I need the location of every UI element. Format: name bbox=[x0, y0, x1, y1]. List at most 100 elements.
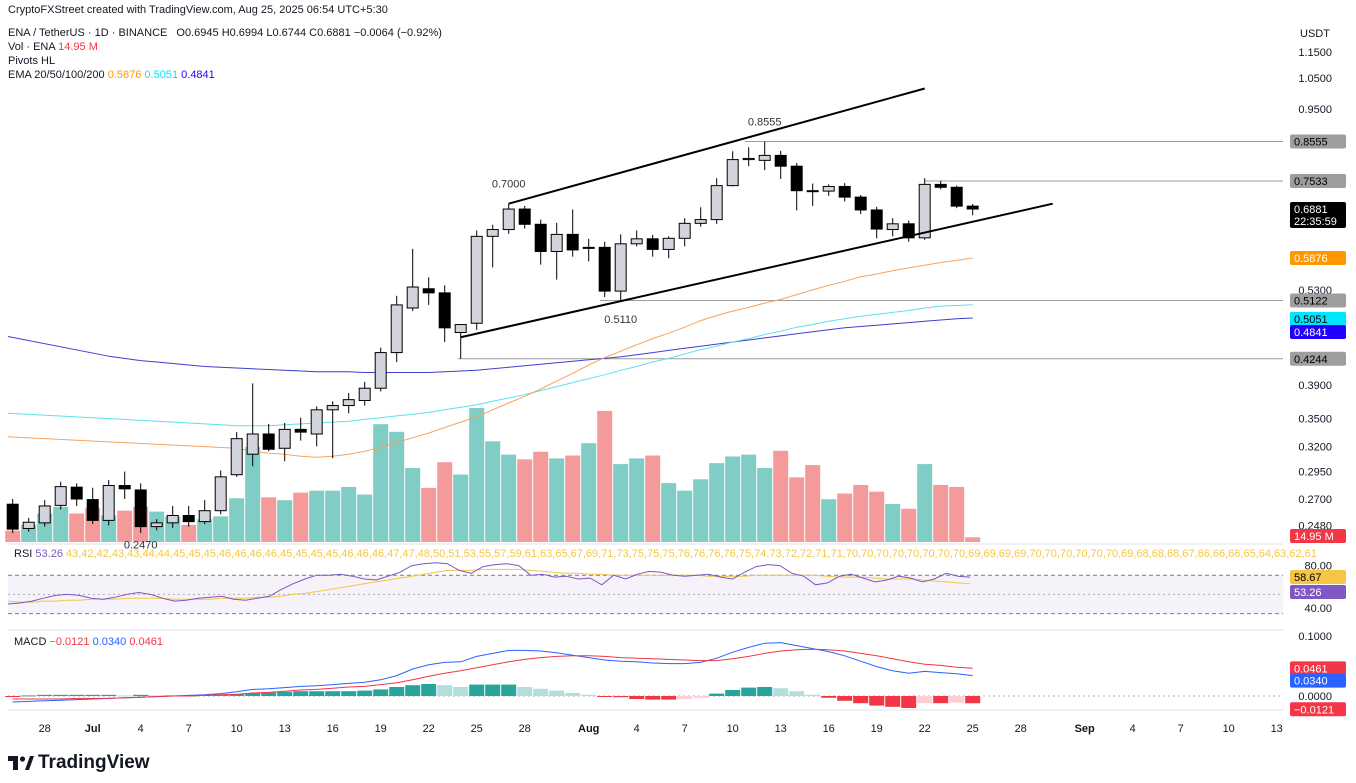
macd-histogram-bar bbox=[597, 696, 613, 697]
volume-bar bbox=[549, 458, 565, 542]
volume-bar bbox=[725, 456, 741, 542]
macd-histogram-bar bbox=[613, 696, 629, 698]
ema100-value: 0.4841 bbox=[181, 69, 215, 81]
macd-histogram-bar bbox=[453, 687, 469, 696]
candle-body bbox=[390, 304, 403, 354]
candle-body bbox=[710, 185, 723, 221]
candle-body bbox=[758, 154, 771, 161]
volume-bar bbox=[901, 508, 917, 542]
volume-bar bbox=[245, 447, 261, 542]
candle-body bbox=[230, 438, 243, 476]
ohlc-open: O0.6945 bbox=[176, 27, 219, 39]
candle-body bbox=[278, 428, 291, 449]
price-axis-tick: 1.0500 bbox=[1298, 73, 1332, 85]
price-tag bbox=[1290, 529, 1346, 543]
time-axis-tick: 4 bbox=[1130, 723, 1136, 735]
currency-label[interactable]: USDT bbox=[1300, 28, 1330, 40]
volume-bar bbox=[309, 490, 325, 542]
pivots-legend[interactable]: Pivots HL bbox=[8, 55, 56, 67]
ema200-line bbox=[108, 317, 973, 373]
macd-histogram-bar bbox=[421, 684, 437, 696]
price-tag-label: 0.5051 bbox=[1294, 314, 1328, 326]
time-axis-tick: 25 bbox=[471, 723, 483, 735]
volume-bar bbox=[885, 504, 901, 542]
candle-body bbox=[102, 485, 115, 521]
price-tag-label: 0.5122 bbox=[1294, 296, 1328, 308]
price-tag-label: 0.8555 bbox=[1294, 137, 1328, 149]
candle-body bbox=[6, 503, 19, 530]
ema-label: EMA 20/50/100/200 bbox=[8, 69, 105, 81]
price-tag-label: 14.95 M bbox=[1294, 531, 1334, 543]
volume-bar bbox=[581, 443, 597, 542]
volume-bar bbox=[5, 530, 21, 542]
macd-hist-tag bbox=[1290, 702, 1346, 717]
rsi-label: RSI bbox=[14, 548, 33, 560]
candle-body bbox=[38, 505, 51, 524]
macd-histogram-bar bbox=[789, 691, 805, 696]
candle-body bbox=[678, 222, 691, 239]
macd-axis-tick: 0.1000 bbox=[1298, 631, 1332, 643]
macd-histogram-bar bbox=[629, 696, 645, 699]
time-axis-tick: 13 bbox=[775, 723, 787, 735]
ema-legend[interactable]: EMA 20/50/100/200 0.5876 0.5051 0.4841 bbox=[8, 69, 215, 81]
channel-lower-trendline bbox=[460, 202, 1053, 339]
macd-histogram-bar bbox=[437, 685, 453, 696]
volume-bar bbox=[501, 454, 517, 542]
time-axis-tick: 13 bbox=[279, 723, 291, 735]
ema50-value: 0.5051 bbox=[144, 69, 179, 81]
macd-signal-line bbox=[12, 648, 973, 700]
volume-bar bbox=[469, 408, 485, 542]
macd-histogram-bar bbox=[869, 696, 885, 706]
candle-body bbox=[182, 515, 195, 523]
ohlc-high: H0.6994 bbox=[221, 27, 264, 39]
macd-signal-value: 0.0461 bbox=[129, 636, 163, 648]
pivot-label: 0.2470 bbox=[124, 540, 158, 552]
time-axis-tick: 7 bbox=[186, 723, 192, 735]
rsi-legend[interactable]: RSI 53.26 43,42,42,43,43,44,44,45,45,45,… bbox=[14, 548, 1317, 560]
time-axis-tick: 19 bbox=[871, 723, 883, 735]
volume-bar bbox=[421, 487, 437, 542]
macd-histogram-bar bbox=[389, 687, 405, 696]
macd-histogram-bar bbox=[901, 696, 917, 708]
candle-body bbox=[630, 238, 643, 245]
time-axis-tick: 7 bbox=[1178, 723, 1184, 735]
time-axis-tick: 10 bbox=[231, 723, 243, 735]
time-axis-tick: 25 bbox=[967, 723, 979, 735]
candle-body bbox=[774, 154, 787, 167]
brand-name: TradingView bbox=[38, 752, 150, 773]
time-axis-tick: 28 bbox=[519, 723, 531, 735]
candle-body bbox=[742, 157, 755, 161]
candle-body bbox=[870, 209, 883, 230]
candle-body bbox=[614, 243, 627, 292]
symbol-name[interactable]: ENA / TetherUS · 1D · BINANCE bbox=[8, 27, 168, 39]
macd-histogram-bar bbox=[69, 694, 85, 696]
macd-legend[interactable]: MACD −0.0121 0.0340 0.0461 bbox=[14, 636, 163, 648]
price-tag bbox=[1290, 293, 1346, 308]
ema50-line bbox=[7, 436, 237, 449]
candle-body bbox=[790, 165, 803, 192]
time-axis-tick: 10 bbox=[1223, 723, 1235, 735]
volume-legend[interactable]: Vol · ENA 14.95 M bbox=[8, 41, 98, 53]
macd-histogram-bar bbox=[229, 694, 245, 696]
candle-body bbox=[550, 233, 563, 252]
candle-body bbox=[262, 433, 275, 450]
time-axis-tick: 10 bbox=[727, 723, 739, 735]
ohlc-close: C0.6881 bbox=[309, 27, 351, 39]
macd-histogram-bar bbox=[53, 694, 69, 696]
pivot-label: 0.7000 bbox=[492, 179, 526, 191]
macd-histogram-bar bbox=[741, 687, 757, 696]
macd-axis-tick: 0.0000 bbox=[1298, 691, 1332, 703]
candle-body bbox=[838, 185, 851, 198]
ohlc-low: L0.6744 bbox=[266, 27, 307, 39]
volume-bar bbox=[357, 494, 373, 542]
candle-body bbox=[822, 185, 835, 192]
tradingview-logo[interactable]: TradingView bbox=[8, 752, 150, 774]
volume-bar bbox=[389, 431, 405, 542]
candle-body bbox=[22, 521, 35, 529]
rsi-tag bbox=[1290, 585, 1346, 599]
volume-bar bbox=[789, 477, 805, 542]
price-axis-tick: 0.3200 bbox=[1298, 441, 1332, 453]
volume-bar bbox=[117, 510, 133, 542]
candle-body bbox=[70, 486, 83, 500]
